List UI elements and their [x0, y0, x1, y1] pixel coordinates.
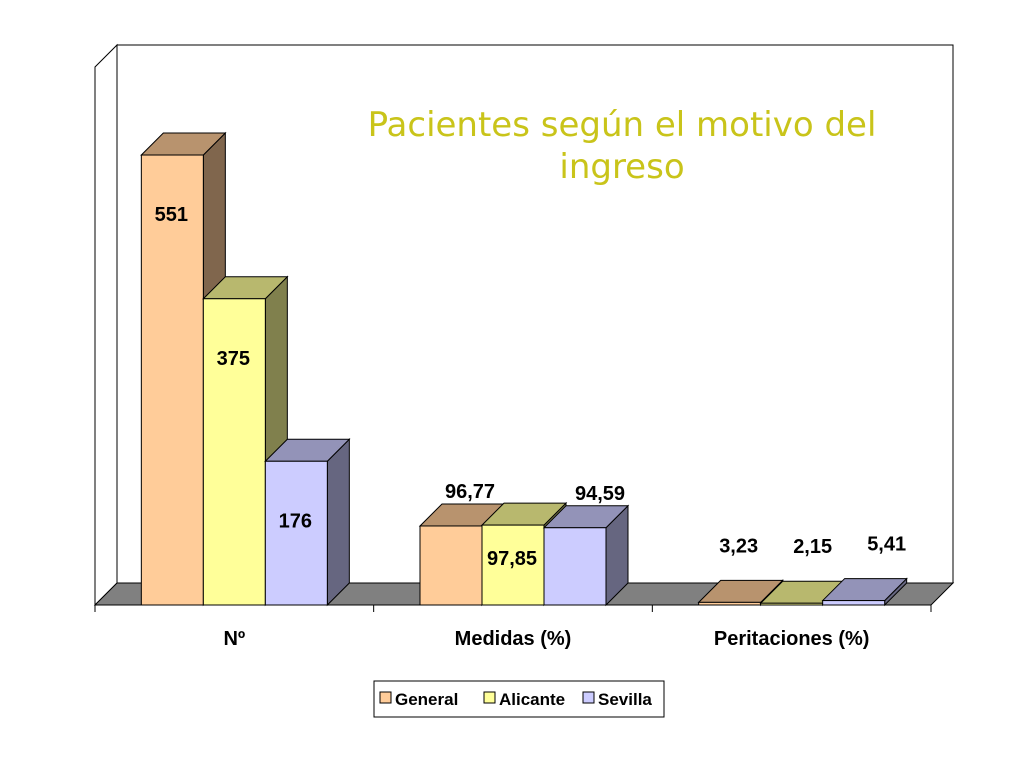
data-label-alicante-peritaciones: 2,15: [793, 536, 832, 558]
category-label-medidas: Medidas (%): [455, 628, 572, 650]
bar-sevilla-medidas: [542, 504, 630, 607]
bar-sevilla-peritaciones-front: [822, 600, 886, 606]
category-label-n: Nº: [223, 628, 245, 650]
bar-sevilla-n-side: [326, 438, 350, 607]
bar-general-medidas-front: [419, 525, 483, 606]
bar-sevilla-peritaciones: [821, 577, 908, 607]
category-label-peritaciones: Peritaciones (%): [714, 628, 870, 650]
legend-label-sevilla: Sevilla: [598, 690, 652, 709]
bars-group: [140, 131, 908, 607]
chart-title-line-1: Pacientes según el motivo del: [368, 105, 877, 145]
chart-title-line-2: ingreso: [559, 147, 684, 187]
bar-alicante-medidas-front: [481, 524, 545, 606]
bar-sevilla-n: [264, 438, 351, 607]
data-label-sevilla-peritaciones: 5,41: [867, 534, 906, 556]
bar-alicante-n: [202, 275, 289, 607]
data-label-general-n: 551: [155, 204, 188, 226]
legend-swatch-general: [379, 691, 392, 704]
side-wall: [94, 43, 118, 607]
bar-general-peritaciones-front: [698, 601, 762, 606]
data-label-alicante-medidas: 97,85: [487, 548, 537, 570]
data-label-sevilla-medidas: 94,59: [575, 483, 625, 505]
data-label-alicante-n: 375: [217, 348, 250, 370]
legend-label-general: General: [395, 690, 458, 709]
data-label-sevilla-n: 176: [279, 510, 312, 532]
data-labels-group: 551 375 176 96,77 97,85 94,59 3,23 2,15 5,41: [155, 204, 906, 570]
legend: General Alicante Sevilla: [373, 680, 665, 718]
data-label-general-peritaciones: 3,23: [719, 535, 758, 557]
legend-label-alicante: Alicante: [499, 690, 565, 709]
legend-swatch-alicante: [483, 691, 496, 704]
legend-swatch-sevilla: [582, 691, 595, 704]
category-labels: Nº Medidas (%) Peritaciones (%): [223, 628, 869, 650]
bar-sevilla-medidas-front: [543, 527, 607, 606]
bar-alicante-peritaciones-front: [760, 602, 824, 606]
data-label-general-medidas: 96,77: [445, 481, 495, 503]
legend-box: [373, 680, 665, 718]
bar-sevilla-n-front: [264, 460, 328, 606]
x-axis: [94, 604, 932, 612]
bar-general-n-front: [140, 154, 204, 606]
bar-alicante-n-front: [202, 298, 266, 606]
